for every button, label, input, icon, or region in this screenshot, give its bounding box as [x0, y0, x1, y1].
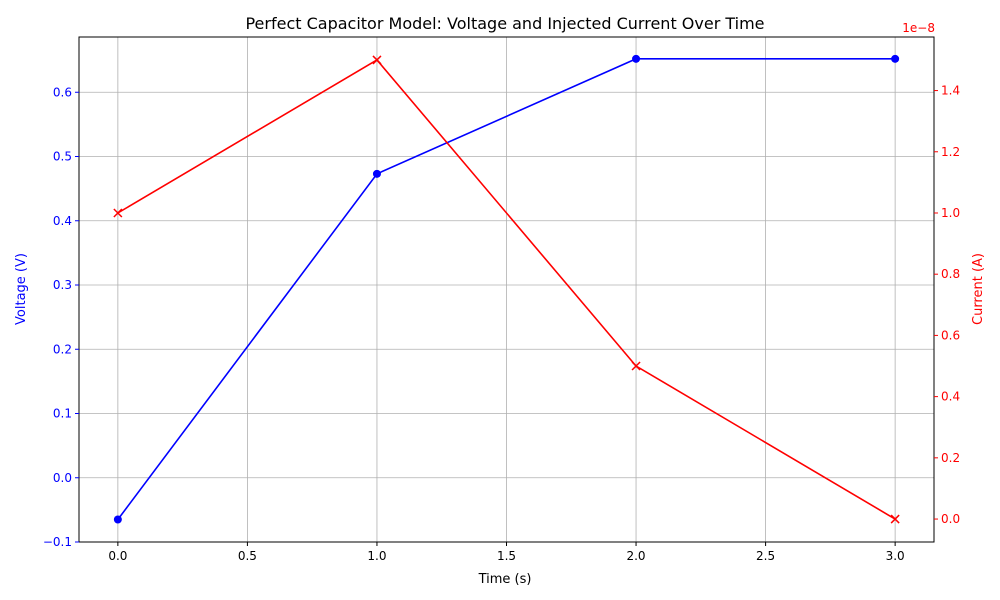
right-y-tick-label: 1.4 — [941, 84, 960, 98]
left-y-tick-label: 0.5 — [53, 150, 72, 164]
right-y-tick-label: 0.8 — [941, 267, 960, 281]
chart-title: Perfect Capacitor Model: Voltage and Inj… — [245, 14, 764, 33]
x-tick-label: 0.5 — [238, 549, 257, 563]
series-layer — [113, 54, 900, 524]
series-1-point — [890, 514, 900, 524]
x-tick-label: 1.0 — [367, 549, 386, 563]
x-tick-label: 0.0 — [108, 549, 127, 563]
series-1-point — [113, 208, 123, 218]
left-y-tick-label: 0.6 — [53, 85, 72, 99]
left-y-tick-label: 0.1 — [53, 407, 72, 421]
series-1-point — [372, 55, 382, 65]
left-y-tick-label: 0.3 — [53, 278, 72, 292]
series-1-point — [631, 361, 641, 371]
x-tick-label: 3.0 — [886, 549, 905, 563]
x-tick-label: 1.5 — [497, 549, 516, 563]
series-0-line — [117, 58, 896, 520]
series-0-point — [372, 169, 381, 178]
x-axis-label: Time (s) — [478, 572, 532, 587]
x-axis-ticks: 0.0 0.5 1.0 1.5 2.0 2.5 3.0 — [108, 542, 905, 563]
left-y-axis-ticks: −0.1 0.0 0.1 0.2 0.3 0.4 0.5 0.6 — [43, 85, 79, 549]
series-1-line — [117, 58, 896, 520]
right-y-axis-offset-text: 1e−8 — [902, 21, 935, 35]
right-y-tick-label: 0.2 — [941, 451, 960, 465]
left-y-tick-label: 0.4 — [53, 214, 72, 228]
right-y-tick-label: 1.0 — [941, 206, 960, 220]
right-y-axis-ticks: 0.0 0.2 0.4 0.6 0.8 1.0 1.2 1.4 — [934, 84, 960, 526]
grid-lines — [79, 37, 934, 543]
series-0-point — [632, 54, 641, 63]
left-y-tick-label: 0.0 — [53, 471, 72, 485]
left-y-tick-label: −0.1 — [43, 535, 72, 549]
series-0-point — [113, 515, 122, 524]
series-0-point — [891, 54, 900, 63]
x-tick-label: 2.5 — [756, 549, 775, 563]
right-y-tick-label: 1.2 — [941, 145, 960, 159]
x-tick-label: 2.0 — [626, 549, 645, 563]
right-y-tick-label: 0.4 — [941, 390, 960, 404]
right-y-tick-label: 0.0 — [941, 512, 960, 526]
right-y-tick-label: 0.6 — [941, 328, 960, 342]
right-y-axis-label: Current (A) — [971, 253, 986, 325]
left-y-tick-label: 0.2 — [53, 342, 72, 356]
left-y-axis-label: Voltage (V) — [14, 253, 29, 325]
